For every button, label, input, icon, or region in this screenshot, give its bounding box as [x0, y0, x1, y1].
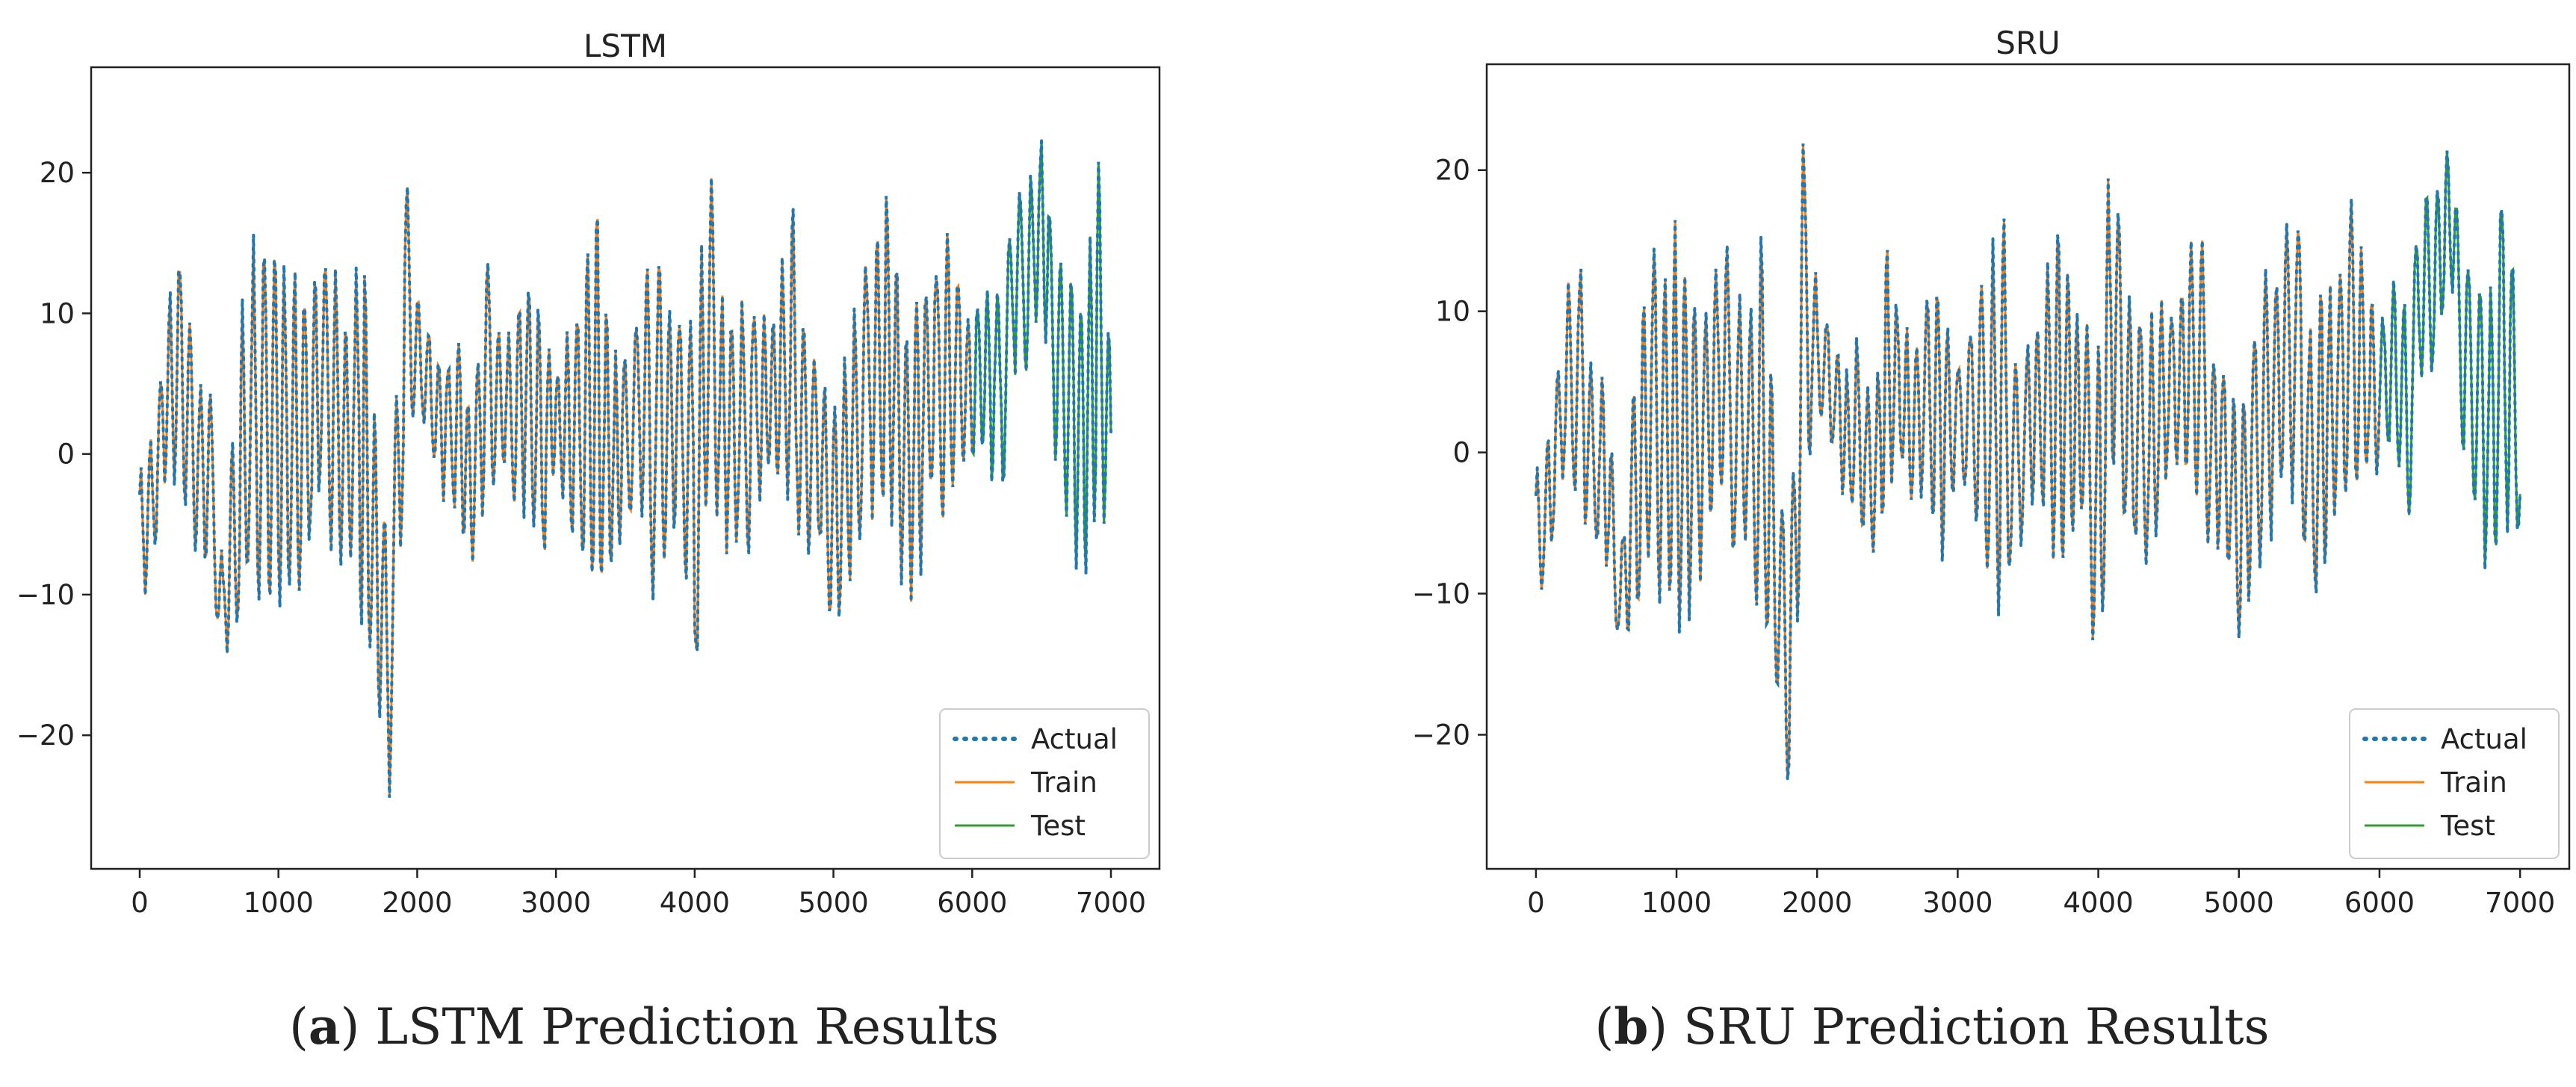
- y-tick-label: −10: [16, 579, 75, 611]
- sru-chart: SRU 0 1000 2000 3000 4000 5000 6000 7000 −20 −10 0 1…: [1412, 25, 2571, 919]
- plot-area: [138, 140, 1112, 798]
- x-tick-label: 0: [131, 887, 149, 919]
- figure-sru: SRU 0 1000 2000 3000 4000 5000 6000 7000 −20 −10 0 1…: [1288, 0, 2576, 1087]
- legend-label-train: Train: [1030, 767, 1097, 799]
- legend-label-test: Test: [2440, 810, 2495, 842]
- caption-text: SRU Prediction Results: [1668, 998, 2270, 1056]
- x-tick-label: 6000: [937, 887, 1007, 919]
- legend-label-test: Test: [1030, 810, 1086, 842]
- x-tick-label: 1000: [1641, 887, 1712, 919]
- series-train-line: [1535, 143, 2381, 780]
- y-tick-label: 0: [1452, 437, 1470, 469]
- caption-lstm: (a) LSTM Prediction Results: [289, 997, 999, 1056]
- caption-letter: a: [308, 997, 341, 1056]
- chart-title: SRU: [1996, 25, 2061, 61]
- x-tick-label: 2000: [382, 887, 452, 919]
- x-tick-label: 6000: [2344, 887, 2415, 919]
- lstm-chart: LSTM 0 1000 2000 3000 4000 5000 6000 7000 −20 −10 0…: [16, 28, 1161, 919]
- plot-area: [1534, 143, 2522, 780]
- y-tick-label: −20: [1412, 719, 1470, 752]
- y-tick-label: 20: [1435, 155, 1470, 187]
- y-tick-label: −20: [16, 719, 75, 752]
- legend-box: [2349, 708, 2560, 859]
- caption-text: LSTM Prediction Results: [359, 998, 999, 1056]
- plot-frame: [1485, 63, 2571, 870]
- x-tick-label: 5000: [798, 887, 868, 919]
- x-tick-label: 3000: [521, 887, 591, 919]
- y-tick-label: −10: [1412, 578, 1470, 610]
- x-tick-label: 1000: [244, 887, 314, 919]
- series-actual-line: [138, 140, 1112, 798]
- x-tick-label: 2000: [1782, 887, 1852, 919]
- caption-letter: b: [1614, 997, 1649, 1056]
- legend: Actual Train Test: [2349, 708, 2560, 859]
- figure-lstm: LSTM 0 1000 2000 3000 4000 5000 6000 7000 −20 −10 0…: [16, 28, 1161, 1056]
- x-tick-label: 0: [1527, 887, 1545, 919]
- x-tick-label: 7000: [1076, 887, 1146, 919]
- legend-label-actual: Actual: [1031, 723, 1118, 755]
- legend-label-actual: Actual: [2441, 723, 2527, 755]
- y-tick-label: 10: [1435, 296, 1470, 328]
- series-test-line: [2378, 150, 2521, 569]
- x-tick-label: 3000: [1922, 887, 1993, 919]
- x-tick-label: 7000: [2485, 887, 2555, 919]
- y-tick-label: 10: [40, 297, 75, 329]
- x-tick-label: 4000: [2063, 887, 2134, 919]
- x-tick-label: 5000: [2204, 887, 2274, 919]
- y-tick-label: 20: [40, 157, 75, 189]
- series-actual-line: [1534, 143, 2522, 780]
- caption-sru: (b) SRU Prediction Results: [1594, 997, 2270, 1056]
- chart-title: LSTM: [583, 28, 667, 64]
- plot-frame: [90, 66, 1161, 870]
- x-tick-label: 4000: [660, 887, 730, 919]
- legend: Actual Train Test: [939, 708, 1150, 859]
- legend-label-train: Train: [2440, 767, 2507, 799]
- y-tick-label: 0: [57, 439, 75, 471]
- legend-box: [939, 708, 1150, 859]
